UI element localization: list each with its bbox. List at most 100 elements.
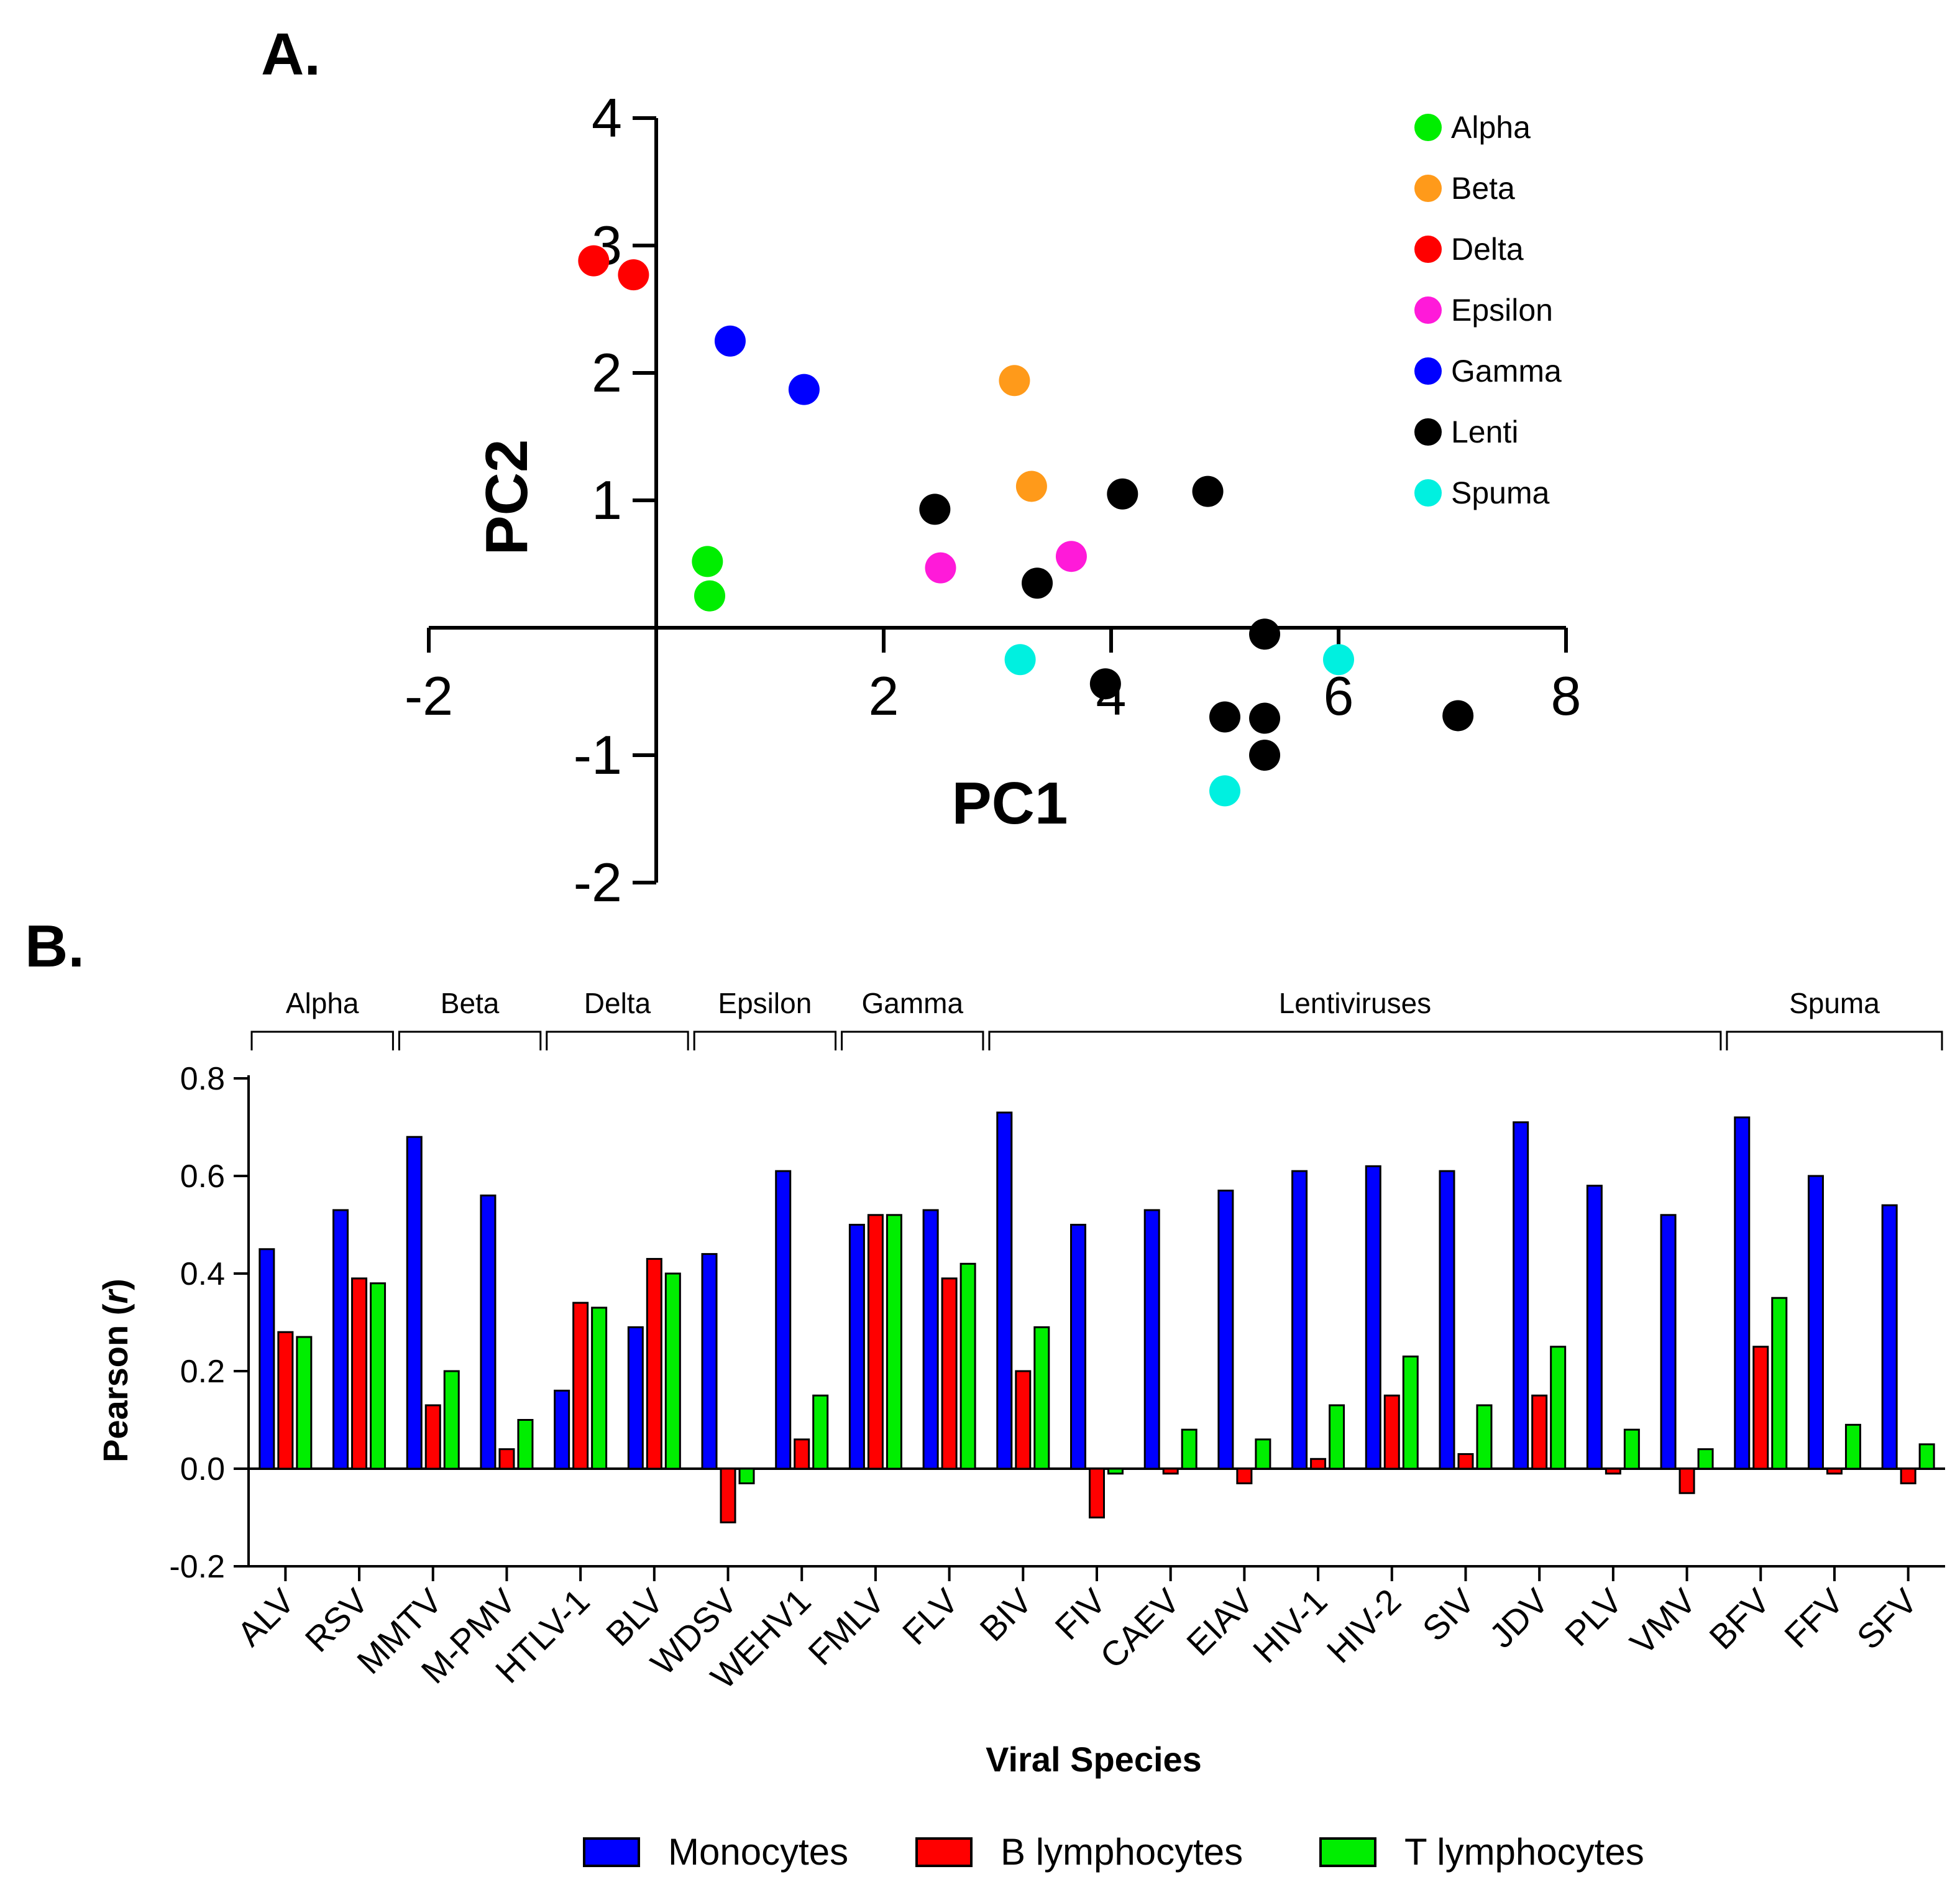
pc2-tick-label: -1 xyxy=(574,724,622,786)
point-beta xyxy=(1015,471,1047,502)
category-label-jdv: JDV xyxy=(1481,1581,1556,1655)
bar-t-lymphocytes-wehv1 xyxy=(812,1394,829,1470)
legend-label-b-lymphocytes: B lymphocytes xyxy=(1001,1831,1243,1873)
pc2-axis-title: PC2 xyxy=(474,439,540,556)
pc1-tick-label: -2 xyxy=(405,665,453,727)
group-bracket-delta xyxy=(546,1031,689,1050)
point-epsilon xyxy=(925,552,956,584)
pc1-tick-label: 6 xyxy=(1324,665,1354,727)
bar-b-lymphocytes-flv xyxy=(941,1277,958,1470)
point-lenti xyxy=(1089,668,1121,700)
category-label-fmlv: FMLV xyxy=(800,1581,892,1673)
legend-marker-delta xyxy=(1414,236,1442,263)
bar-t-lymphocytes-flv xyxy=(959,1262,976,1470)
group-label-spuma: Spuma xyxy=(1789,987,1880,1019)
pearson-axis-title-r: r xyxy=(96,1288,135,1304)
legend-label-spuma: Spuma xyxy=(1451,475,1550,510)
point-spuma xyxy=(1004,644,1036,676)
bar-t-lymphocytes-biv xyxy=(1033,1326,1050,1470)
legend-label-monocytes: Monocytes xyxy=(668,1831,848,1873)
legend-marker-alpha xyxy=(1414,114,1442,141)
pca-axes xyxy=(427,116,1568,884)
bar-t-lymphocytes-plv xyxy=(1623,1428,1640,1470)
pc1-tick-label: 2 xyxy=(869,665,899,727)
point-lenti xyxy=(1022,567,1053,599)
bar-b-lymphocytes-siv xyxy=(1457,1453,1474,1470)
point-delta xyxy=(578,245,610,277)
bar-t-lymphocytes-eiav xyxy=(1255,1438,1271,1470)
pearson-axis-title-prefix: Pearson ( xyxy=(96,1303,135,1462)
bar-monocytes-ffv xyxy=(1807,1175,1824,1470)
legend-marker-spuma xyxy=(1414,479,1442,507)
point-epsilon xyxy=(1055,541,1087,572)
pc2-tick-label: -2 xyxy=(574,852,622,913)
legend-marker-beta xyxy=(1414,175,1442,202)
bar-monocytes-rsv xyxy=(332,1209,349,1470)
bar-b-lymphocytes-mmtv xyxy=(424,1404,441,1470)
legend-swatch-b-lymphocytes xyxy=(915,1837,973,1867)
bar-monocytes-alv xyxy=(259,1248,275,1470)
pearson-bar-chart: Alpha Beta Delta Epsilon Gamma Lentiviruses Sp… xyxy=(96,987,1945,1873)
category-label-bfv: BFV xyxy=(1701,1581,1777,1656)
legend-marker-lenti xyxy=(1414,418,1442,446)
group-label-gamma: Gamma xyxy=(861,987,963,1019)
bar-monocytes-wdsv xyxy=(701,1253,718,1470)
category-label-hiv-2: HIV-2 xyxy=(1319,1581,1409,1671)
group-bracket-lentiviruses xyxy=(988,1031,1722,1050)
bar-t-lymphocytes-hiv-1 xyxy=(1329,1404,1345,1470)
legend-label-beta: Beta xyxy=(1451,171,1515,206)
bar-t-lymphocytes-siv xyxy=(1476,1404,1493,1470)
bar-monocytes-caev xyxy=(1143,1209,1160,1470)
bar-t-lymphocytes-mmtv xyxy=(443,1370,460,1470)
category-label-vmv: VMV xyxy=(1623,1581,1704,1662)
group-bracket-beta xyxy=(398,1031,542,1050)
pc1-tick-label: 8 xyxy=(1551,665,1582,727)
bar-monocytes-plv xyxy=(1586,1185,1603,1470)
bar-t-lymphocytes-ffv xyxy=(1844,1423,1861,1470)
legend-label-delta: Delta xyxy=(1451,232,1524,267)
point-delta xyxy=(618,259,649,291)
category-label-alv: ALV xyxy=(229,1581,302,1653)
group-bracket-epsilon xyxy=(693,1031,837,1050)
bar-t-lymphocytes-caev xyxy=(1181,1428,1198,1470)
bar-monocytes-m-pmv xyxy=(480,1194,497,1470)
pearson-axis-title: Pearson (r) xyxy=(96,1279,135,1462)
group-bracket-alpha xyxy=(250,1031,394,1050)
bar-b-lymphocytes-wdsv xyxy=(720,1467,736,1523)
pearson-tick-label: 0.0 xyxy=(180,1451,225,1487)
bar-b-lymphocytes-blv xyxy=(646,1257,662,1470)
bar-monocytes-hiv-1 xyxy=(1291,1170,1308,1470)
point-lenti xyxy=(1249,740,1281,771)
virus-group-brackets: Alpha Beta Delta Epsilon Gamma Lentiviruses Sp… xyxy=(250,987,1943,1050)
legend-swatch-t-lymphocytes xyxy=(1319,1837,1376,1867)
point-lenti xyxy=(1249,618,1281,650)
group-label-delta: Delta xyxy=(584,987,651,1019)
bar-t-lymphocytes-m-pmv xyxy=(517,1419,534,1470)
bar-monocytes-siv xyxy=(1439,1170,1455,1470)
pearson-tick-label: 0.8 xyxy=(180,1061,225,1097)
legend-label-alpha: Alpha xyxy=(1451,110,1531,145)
legend-label-gamma: Gamma xyxy=(1451,354,1562,388)
viral-species-axis-title: Viral Species xyxy=(986,1740,1202,1779)
bar-b-lymphocytes-ffv xyxy=(1826,1467,1843,1475)
category-label-ffv: FFV xyxy=(1777,1581,1851,1655)
pearson-tick-label: 0.6 xyxy=(180,1159,225,1195)
group-label-alpha: Alpha xyxy=(286,987,359,1019)
point-lenti xyxy=(1442,700,1474,732)
bar-monocytes-sfv xyxy=(1881,1204,1898,1470)
bar-b-lymphocytes-biv xyxy=(1015,1370,1032,1470)
category-label-hiv-1: HIV-1 xyxy=(1245,1581,1335,1671)
point-lenti xyxy=(1209,701,1240,733)
legend-marker-epsilon xyxy=(1414,296,1442,324)
bar-b-lymphocytes-m-pmv xyxy=(498,1448,515,1470)
pearson-tick-label: -0.2 xyxy=(169,1549,225,1585)
point-spuma xyxy=(1209,775,1240,807)
bar-b-lymphocytes-vmv xyxy=(1678,1467,1695,1494)
group-label-lentiviruses: Lentiviruses xyxy=(1279,987,1431,1019)
bar-t-lymphocytes-jdv xyxy=(1550,1346,1567,1470)
category-label-caev: CAEV xyxy=(1092,1581,1188,1676)
group-label-beta: Beta xyxy=(441,987,500,1019)
pearson-tick-label: 0.4 xyxy=(180,1256,225,1292)
bar-b-lymphocytes-rsv xyxy=(351,1277,368,1470)
